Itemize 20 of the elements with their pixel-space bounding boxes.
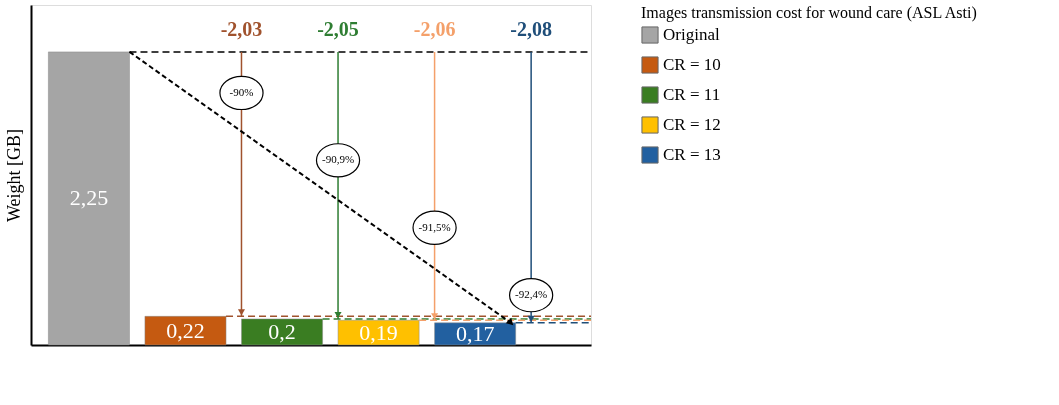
data-label: 0,2 [268,318,296,344]
legend-label: Original [663,25,720,44]
legend-label: CR = 10 [663,55,721,74]
legend-label: CR = 12 [663,115,721,134]
legend-label: CR = 13 [663,145,721,164]
text: -2,06 [413,17,456,40]
annotation: -90% [229,85,254,98]
annotation: -91,5% [418,220,451,233]
data-label: 0,19 [359,319,398,345]
annotation: -92,4% [515,288,548,301]
text: -2,05 [317,17,359,40]
y-axis-title: Weight [GB] [3,128,24,223]
data-label: 0,22 [166,317,205,343]
text: -2,03 [220,17,263,40]
data-label: 2,25 [69,185,109,211]
legend-title: Images transmission cost for wound care (ASL Asti) [641,4,977,22]
data-label: 0,17 [455,320,495,346]
legend-label: CR = 11 [663,85,721,104]
text: -2,08 [510,17,552,40]
annotation: -90,9% [322,153,355,166]
